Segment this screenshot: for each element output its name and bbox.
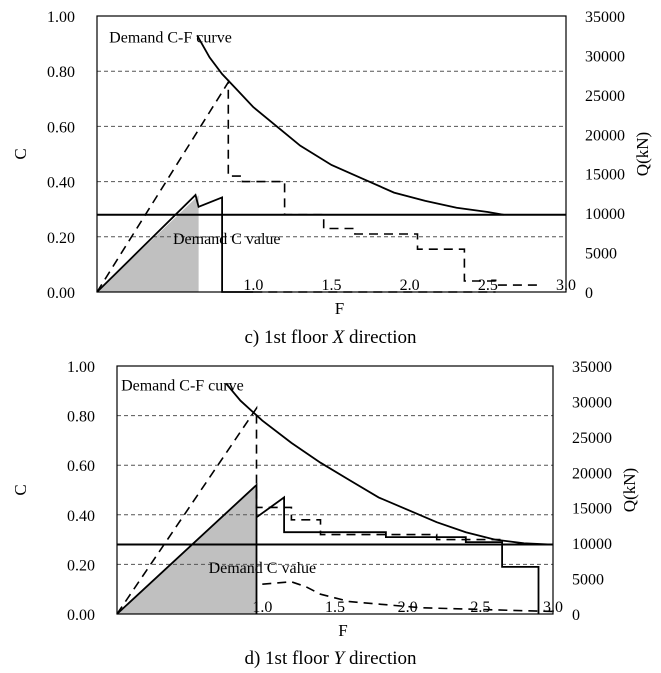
x-tick-label: 1.5 <box>322 277 342 294</box>
y2-tick-label: 35000 <box>572 359 612 376</box>
y2-tick-label: 25000 <box>572 430 612 447</box>
y2-tick-label: 10000 <box>585 206 625 223</box>
x-axis-label: F <box>335 299 344 318</box>
series-line-solid <box>96 193 254 293</box>
y2-axis-label: Q(kN) <box>620 468 639 512</box>
y-tick-label: 0.00 <box>47 285 75 302</box>
x-tick-label: 1.0 <box>243 277 263 294</box>
series-line-dashed <box>262 580 554 613</box>
y2-tick-label: 20000 <box>585 127 625 144</box>
y-tick-label: 0.80 <box>67 409 95 426</box>
y2-tick-label: 10000 <box>572 536 612 553</box>
y2-tick-label: 15000 <box>585 167 625 184</box>
y2-tick-label: 30000 <box>572 394 612 411</box>
y2-tick-label: 5000 <box>572 572 604 589</box>
y-tick-label: 0.40 <box>47 175 75 192</box>
y2-tick-label: 0 <box>585 285 593 302</box>
annotation-label: Demand C-F curve <box>109 30 232 47</box>
y-tick-label: 1.00 <box>67 359 95 376</box>
x-tick-label: 3.0 <box>543 599 563 616</box>
series-line-solid <box>255 495 540 614</box>
x-axis-label: F <box>338 621 347 640</box>
series-line-solid <box>225 382 554 546</box>
y2-tick-label: 15000 <box>572 501 612 518</box>
y2-tick-label: 25000 <box>585 88 625 105</box>
annotation-label: Demand C value <box>209 560 317 577</box>
x-tick-label: 2.0 <box>400 277 420 294</box>
annotation-label: Demand C-F curve <box>121 378 244 395</box>
y2-axis-label: Q(kN) <box>633 132 652 176</box>
y-tick-label: 0.60 <box>47 119 75 136</box>
y-tick-label: 0.60 <box>67 458 95 475</box>
y-tick-label: 0.20 <box>67 557 95 574</box>
y-tick-label: 0.20 <box>47 230 75 247</box>
y2-tick-label: 5000 <box>585 246 617 263</box>
x-tick-label: 3.0 <box>556 277 576 294</box>
x-tick-label: 2.5 <box>470 599 490 616</box>
series-line-solid <box>116 482 258 615</box>
annotation-label: Demand C value <box>173 231 281 248</box>
y2-tick-label: 0 <box>572 607 580 624</box>
chart-panel-y-direction: 0.00 0.20 0.40 0.60 0.80 1.00 0 5000 10000 15000 2… <box>11 359 639 640</box>
x-tick-label: 2.0 <box>398 599 418 616</box>
caption-y-direction: d) 1st floor Y direction <box>244 648 417 669</box>
y2-tick-label: 35000 <box>585 9 625 26</box>
y-tick-label: 0.00 <box>67 607 95 624</box>
y-tick-label: 0.40 <box>67 508 95 525</box>
x-tick-label: 1.0 <box>252 599 272 616</box>
y-axis-label: C <box>11 148 30 159</box>
y-tick-label: 1.00 <box>47 9 75 26</box>
y2-tick-label: 20000 <box>572 465 612 482</box>
series-line-dashed <box>96 79 543 293</box>
caption-x-direction: c) 1st floor X direction <box>244 327 417 348</box>
y-axis-label: C <box>11 484 30 495</box>
chart-panel-x-direction: 0.00 0.20 0.40 0.60 0.80 1.00 0 5000 10000 15000 2… <box>11 9 652 318</box>
series-line-solid <box>196 34 504 216</box>
x-tick-label: 1.5 <box>325 599 345 616</box>
y2-tick-label: 30000 <box>585 48 625 65</box>
y-tick-label: 0.80 <box>47 64 75 81</box>
plot-frame <box>116 365 554 615</box>
